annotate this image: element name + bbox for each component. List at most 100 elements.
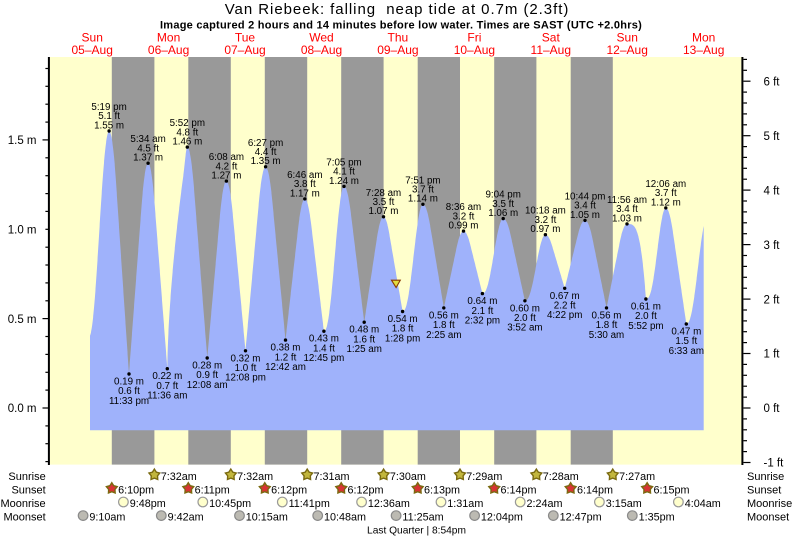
svg-text:Moonrise: Moonrise [0,498,45,510]
svg-text:7:29am: 7:29am [466,471,502,483]
svg-text:4.5 ft: 4.5 ft [137,143,159,154]
svg-text:1.6 ft: 1.6 ft [353,334,375,345]
svg-text:6:12pm: 6:12pm [348,484,384,496]
svg-text:3.2 ft: 3.2 ft [453,211,475,222]
svg-text:12–Aug: 12–Aug [607,43,648,57]
svg-text:1.55 m: 1.55 m [94,120,124,131]
svg-text:2 ft: 2 ft [764,294,781,306]
svg-text:1.24 m: 1.24 m [329,176,359,187]
svg-text:0.22 m: 0.22 m [152,371,182,382]
svg-text:0.19 m: 0.19 m [114,377,144,388]
svg-text:1.17 m: 1.17 m [290,188,320,199]
svg-text:6:11pm: 6:11pm [195,484,230,496]
svg-text:0.48 m: 0.48 m [349,325,379,336]
svg-text:6:33 am: 6:33 am [669,346,704,357]
svg-text:9:10am: 9:10am [89,512,125,524]
svg-text:Tue: Tue [235,30,256,44]
svg-text:Mon: Mon [157,30,180,44]
svg-text:3:52 am: 3:52 am [507,323,542,334]
svg-text:10:48am: 10:48am [324,512,366,524]
svg-text:7:05 pm: 7:05 pm [326,157,361,168]
svg-text:12:04pm: 12:04pm [481,512,523,524]
svg-text:12:45 pm: 12:45 pm [303,353,344,364]
svg-text:11:33 pm: 11:33 pm [109,396,149,407]
svg-text:5:19 pm: 5:19 pm [91,102,126,113]
svg-text:6:12pm: 6:12pm [271,484,307,496]
svg-text:6 ft: 6 ft [764,76,781,88]
svg-text:4:04am: 4:04am [685,498,721,510]
svg-text:1.2 ft: 1.2 ft [275,352,297,363]
svg-text:2:32 pm: 2:32 pm [465,316,500,327]
svg-text:Sunset: Sunset [11,484,45,496]
svg-text:7:51 pm: 7:51 pm [405,175,440,186]
svg-text:0.56 m: 0.56 m [429,310,459,321]
svg-text:6:14pm: 6:14pm [577,484,613,496]
svg-text:3.8 ft: 3.8 ft [294,179,316,190]
svg-text:1.5 m: 1.5 m [8,135,37,147]
svg-text:5.1 ft: 5.1 ft [98,111,120,122]
svg-text:Fri: Fri [467,30,481,44]
svg-text:0.67 m: 0.67 m [550,291,580,302]
svg-text:1.37 m: 1.37 m [133,153,163,164]
svg-text:9:48pm: 9:48pm [130,498,166,510]
svg-text:1.14 m: 1.14 m [408,194,438,205]
svg-text:0.5 m: 0.5 m [8,314,37,326]
svg-text:1.0 m: 1.0 m [8,225,37,237]
svg-text:9:04 pm: 9:04 pm [485,190,520,201]
svg-text:0.43 m: 0.43 m [309,334,339,345]
svg-text:1.05 m: 1.05 m [570,210,600,221]
svg-text:Mon: Mon [692,30,715,44]
svg-text:8:36 am: 8:36 am [446,202,481,213]
svg-text:0.54 m: 0.54 m [388,314,418,325]
svg-text:10:15am: 10:15am [246,512,288,524]
svg-text:3.5 ft: 3.5 ft [373,197,395,208]
svg-text:0 ft: 0 ft [764,403,781,415]
svg-text:Moonset: Moonset [747,512,789,524]
svg-text:11:41pm: 11:41pm [289,498,330,510]
svg-text:Moonset: Moonset [3,512,45,524]
svg-text:4 ft: 4 ft [764,185,781,197]
svg-text:3:15am: 3:15am [606,498,642,510]
svg-text:10:18 am: 10:18 am [525,206,566,217]
svg-text:10:44 pm: 10:44 pm [565,191,606,202]
svg-text:0.99 m: 0.99 m [449,221,479,232]
svg-text:Wed: Wed [309,30,333,44]
svg-text:12:42 am: 12:42 am [265,362,306,373]
svg-text:5:30 am: 5:30 am [589,330,624,341]
svg-text:4.1 ft: 4.1 ft [333,167,355,178]
svg-text:4.2 ft: 4.2 ft [216,161,238,172]
svg-text:13–Aug: 13–Aug [683,43,724,57]
svg-text:2.1 ft: 2.1 ft [472,306,494,317]
svg-text:11:56 am: 11:56 am [607,195,647,206]
svg-text:12:06 am: 12:06 am [645,179,686,190]
svg-text:1 ft: 1 ft [764,349,781,361]
svg-text:1.8 ft: 1.8 ft [392,324,414,335]
svg-text:08–Aug: 08–Aug [301,43,342,57]
svg-text:09–Aug: 09–Aug [377,43,418,57]
svg-text:11–Aug: 11–Aug [531,43,571,57]
svg-text:0.32 m: 0.32 m [231,353,261,364]
svg-text:3 ft: 3 ft [764,240,781,252]
svg-text:5 ft: 5 ft [764,131,781,143]
svg-text:5:34 am: 5:34 am [130,134,165,145]
svg-text:4.4 ft: 4.4 ft [255,147,277,158]
svg-text:0.47 m: 0.47 m [671,327,701,338]
svg-text:5:52 pm: 5:52 pm [628,321,663,332]
svg-text:1.46 m: 1.46 m [172,137,202,148]
svg-text:0.6 ft: 0.6 ft [118,386,140,397]
svg-text:Sun: Sun [82,30,103,44]
svg-text:3.4 ft: 3.4 ft [616,204,638,215]
svg-text:0.38 m: 0.38 m [271,343,301,354]
svg-text:3.5 ft: 3.5 ft [492,199,514,210]
svg-text:-1 ft: -1 ft [764,458,785,470]
svg-text:10–Aug: 10–Aug [454,43,495,57]
svg-text:7:32am: 7:32am [161,471,197,483]
svg-text:6:14pm: 6:14pm [501,484,537,496]
svg-text:7:30am: 7:30am [390,471,426,483]
svg-text:Sunrise: Sunrise [747,471,784,483]
svg-text:1.8 ft: 1.8 ft [433,320,455,331]
svg-text:0.56 m: 0.56 m [592,310,622,321]
svg-text:3.4 ft: 3.4 ft [574,201,596,212]
svg-text:Thu: Thu [388,30,409,44]
svg-text:1:28 pm: 1:28 pm [385,333,420,344]
